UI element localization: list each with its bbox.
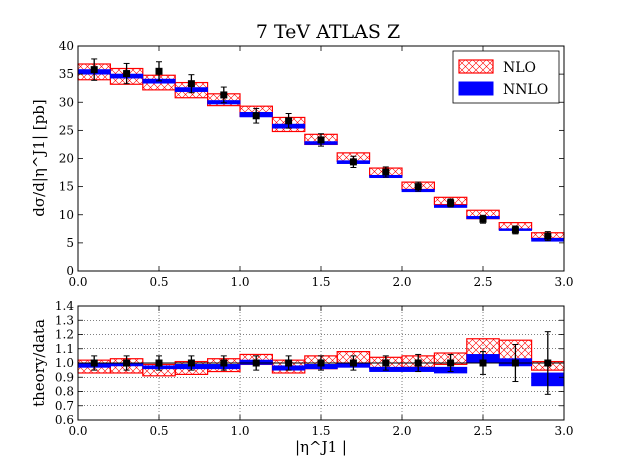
data-point — [285, 359, 293, 367]
y-tick-label: 1.2 — [55, 328, 74, 342]
data-point — [511, 226, 519, 234]
data-point — [511, 359, 519, 367]
x-tick-label: 0.5 — [149, 275, 168, 289]
data-point — [317, 359, 325, 367]
x-tick-label: 1.0 — [230, 275, 249, 289]
x-tick-label: 1.5 — [311, 275, 330, 289]
y-tick-label: 5 — [66, 236, 74, 250]
y-tick-label: 0 — [66, 264, 74, 278]
x-tick-label: 2.0 — [392, 424, 411, 438]
legend: NLO NNLO — [452, 50, 560, 104]
x-tick-label: 2.0 — [392, 275, 411, 289]
data-point — [155, 67, 163, 75]
y-tick-label: 0.7 — [55, 399, 74, 413]
legend-nnlo-label: NNLO — [503, 82, 548, 98]
data-point — [382, 359, 390, 367]
y-tick-label: 1.4 — [55, 299, 74, 313]
data-point — [187, 80, 195, 88]
legend-nnlo-swatch — [458, 81, 494, 96]
data-point — [123, 359, 131, 367]
x-tick-label: 1.5 — [311, 424, 330, 438]
top-y-axis-label: dσ/d|η^J1| [pb] — [30, 99, 48, 216]
data-point — [349, 158, 357, 166]
y-tick-label: 15 — [59, 180, 74, 194]
y-tick-label: 0.8 — [55, 385, 74, 399]
legend-nlo-swatch — [458, 59, 494, 74]
top-chart-title: 7 TeV ATLAS Z — [256, 21, 400, 43]
x-tick-label: 3.0 — [554, 275, 573, 289]
y-tick-label: 10 — [59, 208, 74, 222]
data-point — [220, 359, 228, 367]
bottom-y-axis-label: theory/data — [30, 319, 48, 407]
data-point — [479, 215, 487, 223]
x-tick-label: 0.0 — [68, 424, 87, 438]
top-x-ticks: 0.0 0.5 1.0 1.5 2.0 2.5 3.0 — [68, 46, 574, 289]
x-tick-label: 0.5 — [149, 424, 168, 438]
data-point — [90, 359, 98, 367]
data-point — [479, 359, 487, 367]
y-tick-label: 20 — [59, 152, 74, 166]
y-tick-label: 35 — [59, 67, 74, 81]
x-tick-label: 0.0 — [68, 275, 87, 289]
data-point — [349, 359, 357, 367]
y-tick-label: 40 — [59, 39, 74, 53]
y-tick-label: 1.0 — [55, 356, 74, 370]
data-point — [382, 168, 390, 176]
y-tick-label: 1.1 — [55, 342, 74, 356]
data-point — [544, 359, 552, 367]
data-point — [285, 117, 293, 125]
y-tick-label: 1.3 — [55, 313, 74, 327]
data-point — [414, 183, 422, 191]
bottom-data-points — [78, 331, 564, 395]
x-tick-label: 1.0 — [230, 424, 249, 438]
x-tick-label: 2.5 — [473, 424, 492, 438]
top-y-ticks: 0 5 10 15 20 25 30 35 40 — [59, 39, 564, 278]
data-point — [447, 359, 455, 367]
x-tick-label: 2.5 — [473, 275, 492, 289]
legend-nlo-label: NLO — [503, 60, 536, 76]
y-tick-label: 0.9 — [55, 370, 74, 384]
data-point — [317, 136, 325, 144]
y-tick-label: 0.6 — [55, 413, 74, 427]
bottom-y-ticks: 0.60.70.80.91.01.11.21.31.4 — [55, 299, 564, 427]
data-point — [544, 232, 552, 240]
bottom-x-axis-label: |η^J1 | — [295, 438, 347, 456]
data-point — [187, 359, 195, 367]
data-point — [155, 359, 163, 367]
data-point — [252, 359, 260, 367]
data-point — [123, 70, 131, 78]
data-point — [414, 359, 422, 367]
data-point — [220, 91, 228, 99]
data-point — [447, 199, 455, 207]
data-point — [252, 112, 260, 120]
y-tick-label: 25 — [59, 123, 74, 137]
bottom-x-ticks: 0.0 0.5 1.0 1.5 2.0 2.5 3.0 — [68, 306, 574, 438]
top-data-points — [90, 58, 552, 242]
y-tick-label: 30 — [59, 95, 74, 109]
data-point — [90, 66, 98, 74]
x-tick-label: 3.0 — [554, 424, 573, 438]
